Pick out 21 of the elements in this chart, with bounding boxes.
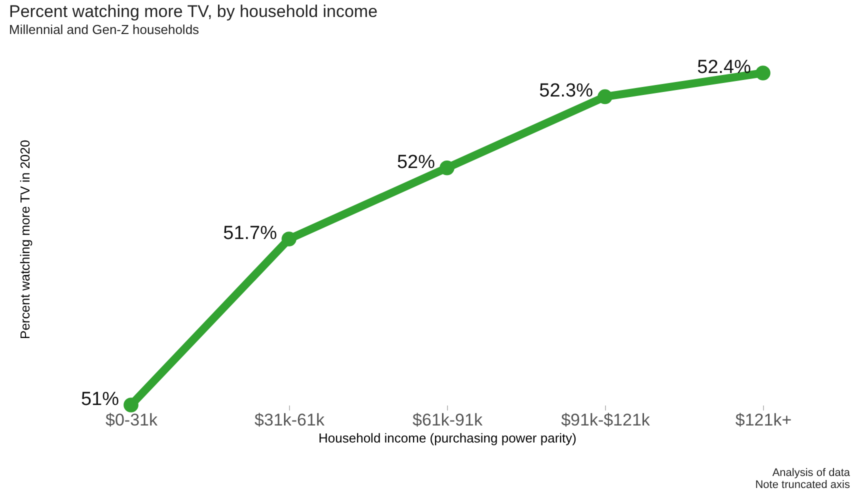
point bbox=[282, 232, 296, 246]
data-label: 51.7% bbox=[223, 223, 278, 244]
text: Note truncated axis bbox=[755, 479, 850, 491]
x-tick-label: $121k+ bbox=[735, 410, 792, 430]
x-tick-label: $0-31k bbox=[106, 410, 158, 430]
data-label: 52.4% bbox=[697, 57, 752, 78]
x-axis-title: Household income (purchasing power parity) bbox=[318, 430, 576, 446]
text: Analysis of data bbox=[772, 467, 851, 479]
point bbox=[598, 89, 612, 104]
y-axis-title: Percent watching more TV in 2020 bbox=[18, 140, 32, 340]
chart-title: Percent watching more TV, by household income bbox=[9, 2, 378, 21]
chart-subtitle: Millennial and Gen-Z households bbox=[9, 22, 200, 37]
x-tick-label: $31k-61k bbox=[254, 410, 325, 430]
point bbox=[440, 160, 454, 176]
data-label: 51% bbox=[80, 389, 120, 410]
x-tick-label: $61k-91k bbox=[412, 410, 483, 430]
data-label: 52.3% bbox=[539, 80, 594, 102]
x-tick-label: $91k-$121k bbox=[561, 410, 650, 430]
point bbox=[124, 398, 138, 412]
data-label: 52% bbox=[396, 152, 436, 173]
point bbox=[756, 66, 770, 80]
